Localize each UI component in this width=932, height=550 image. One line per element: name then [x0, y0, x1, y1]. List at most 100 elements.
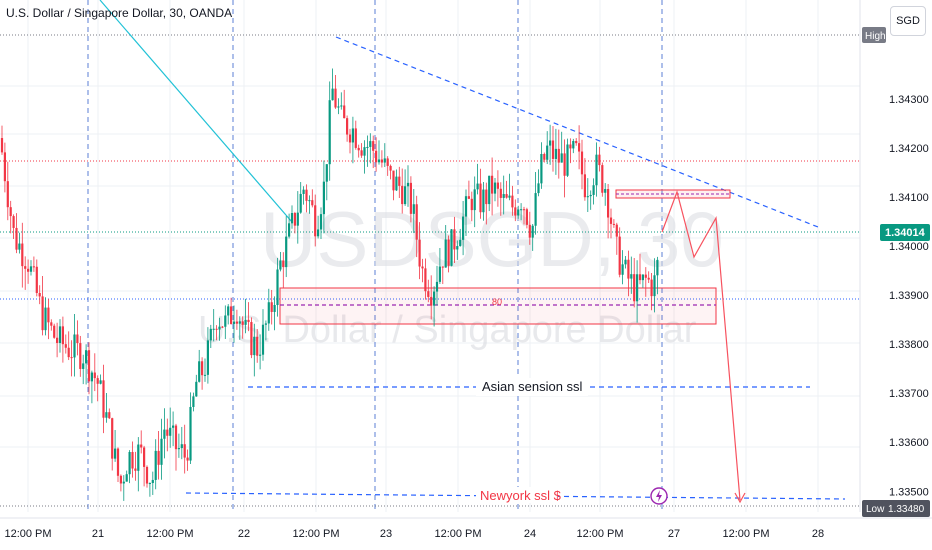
candle-body — [595, 154, 598, 186]
candle-body — [189, 406, 192, 461]
candle-body — [589, 194, 592, 197]
current-price-value: 1.34014 — [885, 227, 926, 239]
candle-body — [334, 88, 337, 108]
candle-body — [380, 159, 383, 163]
candle-body — [70, 357, 73, 359]
candle-body — [87, 350, 91, 382]
candle-body — [325, 164, 328, 182]
candle-body — [534, 193, 537, 226]
candle-body — [261, 324, 265, 355]
newyork-ssl-label-bg — [476, 487, 558, 503]
candle-body — [157, 450, 160, 465]
time-axis[interactable] — [0, 518, 860, 550]
candle-body — [90, 372, 93, 382]
candle-body — [198, 361, 201, 382]
demand-zone — [279, 287, 717, 325]
candlestick-series — [0, 68, 659, 501]
price-tick-label: 1.34100 — [889, 192, 929, 204]
candle-body — [482, 189, 485, 213]
candle-body — [621, 264, 624, 275]
candle-body — [398, 176, 401, 186]
candle-body — [160, 438, 163, 465]
candle-body — [375, 150, 378, 163]
newyork-ssl-line — [185, 492, 846, 500]
candle-body — [212, 328, 215, 330]
candle-body — [3, 152, 6, 182]
candle-body — [143, 447, 146, 467]
candle-body — [61, 326, 64, 345]
price-tick-label: 1.34200 — [889, 143, 929, 155]
candle-body — [267, 302, 270, 324]
time-tick-label: 27 — [668, 528, 680, 540]
candle-body — [453, 229, 456, 250]
candle-body — [241, 321, 244, 325]
candle-body — [221, 326, 224, 328]
candle-body — [607, 189, 610, 218]
candle-body — [180, 444, 183, 449]
candle-body — [18, 243, 21, 250]
candle-body — [441, 266, 444, 268]
candle-body — [485, 189, 488, 205]
candle-body — [491, 175, 494, 194]
candle-body — [525, 209, 528, 225]
candle-body — [96, 378, 99, 384]
candle-body — [102, 380, 105, 418]
candle-body — [328, 100, 331, 165]
candle-body — [203, 374, 207, 376]
candle-body — [636, 274, 639, 302]
time-tick-label: 12:00 PM — [722, 528, 769, 540]
candle-body — [520, 209, 523, 211]
candle-body — [386, 158, 389, 166]
candle-body — [319, 214, 323, 230]
candle-body — [27, 268, 30, 272]
price-axis[interactable] — [860, 0, 932, 512]
candle-body — [409, 182, 412, 214]
candle-body — [572, 141, 575, 149]
candle-body — [35, 266, 38, 293]
candle-body — [299, 193, 302, 213]
session-separators — [87, 0, 663, 512]
currency-button[interactable]: SGD — [890, 6, 926, 36]
candle-body — [56, 337, 59, 343]
candle-body — [290, 213, 294, 224]
candle-body — [134, 468, 137, 471]
candle-body — [430, 296, 433, 306]
candle-body — [296, 212, 299, 226]
candle-body — [470, 198, 473, 211]
candle-body — [514, 207, 517, 216]
candle-body — [609, 217, 613, 224]
candle-body — [311, 200, 314, 206]
candle-body — [206, 340, 209, 375]
candle-body — [317, 229, 320, 237]
candle-body — [93, 372, 96, 379]
candle-body — [575, 141, 578, 144]
candle-body — [363, 147, 366, 156]
candle-body — [305, 189, 308, 201]
candle-body — [537, 183, 540, 194]
candle-body — [406, 182, 410, 187]
candle-body — [282, 260, 285, 268]
candle-body — [235, 321, 238, 324]
candle-body — [0, 138, 4, 153]
candle-body — [195, 381, 198, 397]
candle-body — [450, 229, 453, 266]
candle-body — [633, 274, 636, 302]
candle-body — [586, 196, 589, 198]
candle-body — [424, 268, 427, 292]
low-badge — [862, 500, 930, 517]
price-tick-label: 1.33900 — [889, 290, 929, 302]
candle-body — [230, 306, 233, 324]
projection-path — [661, 190, 741, 501]
candle-body — [502, 194, 505, 198]
time-tick-label: 12:00 PM — [146, 528, 193, 540]
candle-body — [276, 269, 279, 306]
candle-body — [192, 396, 195, 407]
horizontal-grid — [0, 85, 860, 448]
projection-arrowhead — [734, 492, 746, 504]
candle-body — [638, 274, 642, 281]
lightning-icon[interactable] — [650, 487, 668, 505]
candle-body — [151, 479, 154, 484]
candle-body — [415, 204, 418, 240]
candle-body — [464, 196, 468, 217]
candle-body — [493, 182, 497, 194]
